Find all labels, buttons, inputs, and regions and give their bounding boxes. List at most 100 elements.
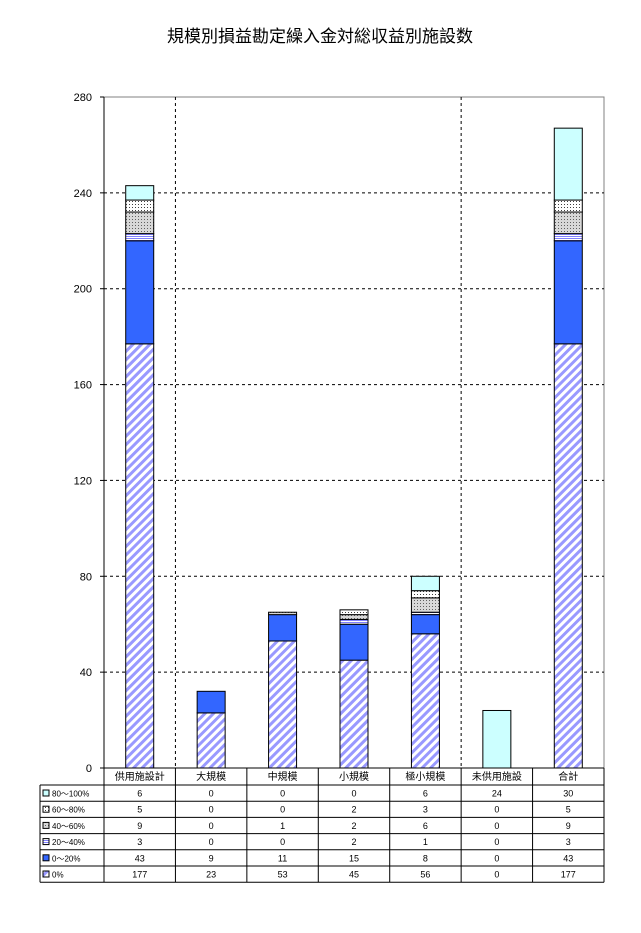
data-cell: 0 xyxy=(209,821,214,831)
category-label: 未供用施設 xyxy=(472,770,522,783)
data-cell: 0 xyxy=(209,805,214,815)
bar-segment xyxy=(553,127,583,201)
legend-label: 80～100% xyxy=(52,790,89,799)
data-cell: 5 xyxy=(137,805,142,815)
bar-segment xyxy=(339,609,369,616)
data-cell: 0 xyxy=(280,837,285,847)
data-cell: 2 xyxy=(351,805,356,815)
data-cell: 53 xyxy=(278,870,288,880)
data-cell: 3 xyxy=(137,837,142,847)
bar-segment xyxy=(125,199,155,213)
data-cell: 43 xyxy=(135,853,145,863)
data-cell: 0 xyxy=(494,870,499,880)
bar-segment xyxy=(410,633,440,769)
data-cell: 30 xyxy=(563,789,573,799)
bar-segment xyxy=(339,623,369,661)
category-label: 極小規模 xyxy=(405,770,445,783)
y-tick-label: 280 xyxy=(74,92,92,104)
data-cell: 56 xyxy=(420,870,430,880)
bar-segment xyxy=(339,614,369,620)
data-cell: 3 xyxy=(423,805,428,815)
data-cell: 1 xyxy=(423,837,428,847)
data-cell: 177 xyxy=(561,870,576,880)
bar-segment xyxy=(339,618,369,625)
data-cell: 9 xyxy=(137,821,142,831)
data-cell: 45 xyxy=(349,870,359,880)
category-label: 小規模 xyxy=(339,771,369,783)
bar-segment xyxy=(553,211,583,235)
bar-segment xyxy=(196,712,226,769)
legend-swatch xyxy=(42,870,50,878)
legend-swatch xyxy=(42,821,50,829)
bar-segment xyxy=(268,614,298,642)
data-cell: 1 xyxy=(280,821,285,831)
data-cell: 9 xyxy=(566,821,571,831)
data-cell: 11 xyxy=(278,853,287,863)
chart-title: 規模別損益勘定繰入金対総収益別施設数 xyxy=(167,27,473,47)
y-tick-label: 40 xyxy=(80,667,92,679)
bar-segment xyxy=(125,343,155,769)
y-tick-label: 240 xyxy=(74,188,92,200)
legend-label: 40～60% xyxy=(52,822,85,831)
data-cell: 3 xyxy=(566,837,571,847)
bar-segment xyxy=(553,233,583,242)
data-cell: 43 xyxy=(563,853,573,863)
data-cell: 0 xyxy=(280,805,285,815)
y-tick-label: 120 xyxy=(74,475,92,487)
data-cell: 8 xyxy=(423,853,428,863)
data-cell: 23 xyxy=(206,870,216,880)
bar-segment xyxy=(268,611,298,616)
data-cell: 0 xyxy=(209,789,214,799)
legend-swatch xyxy=(42,789,50,797)
data-cell: 0 xyxy=(209,837,214,847)
data-cell: 0 xyxy=(280,789,285,799)
bar-segment xyxy=(196,690,226,714)
data-cell: 15 xyxy=(349,853,359,863)
bar-group xyxy=(125,127,583,769)
legend-label: 20～40% xyxy=(52,838,85,847)
bar-segment xyxy=(410,590,440,599)
data-cell: 0 xyxy=(494,837,499,847)
bar-segment xyxy=(268,640,298,769)
data-cell: 177 xyxy=(132,870,147,880)
bar-segment xyxy=(410,597,440,613)
legend-swatch xyxy=(42,838,50,846)
legend-swatch xyxy=(42,854,50,862)
bar-segment xyxy=(125,240,155,345)
bar-segment xyxy=(410,614,440,635)
bar-segment xyxy=(339,659,369,769)
category-label: 合計 xyxy=(558,770,578,783)
legend-label: 0～20% xyxy=(52,854,80,863)
data-cell: 5 xyxy=(566,805,571,815)
data-cell: 2 xyxy=(351,821,356,831)
y-tick-label: 80 xyxy=(80,571,92,583)
category-label: 中規模 xyxy=(268,770,298,783)
legend-label: 0% xyxy=(52,871,64,880)
bar-segment xyxy=(125,233,155,242)
data-cell: 24 xyxy=(492,789,502,799)
bar-segment xyxy=(125,211,155,235)
data-cell: 2 xyxy=(351,837,356,847)
data-cell: 9 xyxy=(209,853,214,863)
data-cell: 6 xyxy=(137,789,142,799)
y-tick-label: 200 xyxy=(74,284,92,296)
bar-segment xyxy=(553,343,583,769)
y-tick-label: 160 xyxy=(74,380,92,392)
bar-segment xyxy=(410,575,440,592)
data-cell: 0 xyxy=(494,805,499,815)
bar-segment xyxy=(125,185,155,201)
data-cell: 6 xyxy=(423,789,428,799)
category-label: 供用施設計 xyxy=(115,770,165,783)
legend-swatch xyxy=(42,805,50,813)
bar-segment xyxy=(553,199,583,213)
data-cell: 0 xyxy=(351,789,356,799)
data-cell: 6 xyxy=(423,821,428,831)
category-label: 大規模 xyxy=(196,770,226,783)
legend-label: 60～80% xyxy=(52,806,85,815)
data-cell: 0 xyxy=(494,821,499,831)
bar-segment xyxy=(553,240,583,345)
y-tick-label: 0 xyxy=(86,763,92,775)
data-cell: 0 xyxy=(494,853,499,863)
